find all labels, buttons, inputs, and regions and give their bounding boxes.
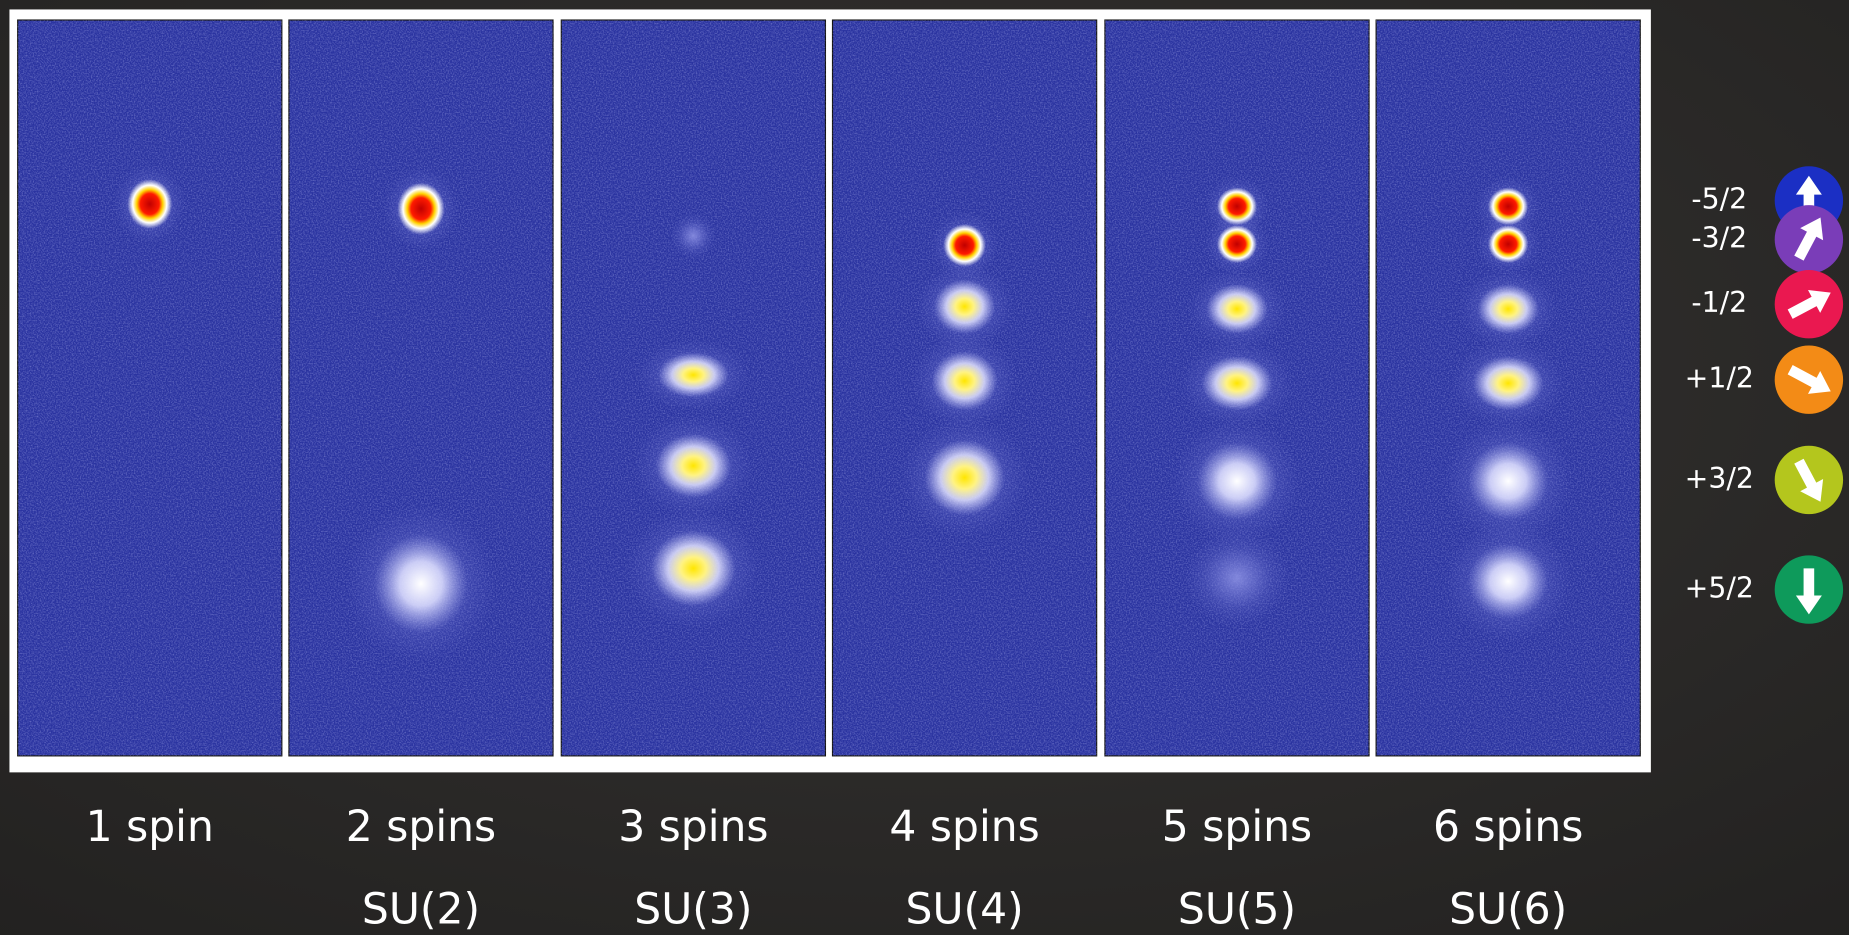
atom-cloud [1468, 442, 1548, 520]
spin-label: -1/2 [1691, 286, 1747, 319]
image-panel [833, 20, 1097, 756]
spin-icon [1775, 555, 1843, 623]
atom-cloud [374, 534, 468, 633]
spin-label: +3/2 [1685, 462, 1754, 495]
spin-label: -5/2 [1691, 182, 1747, 215]
atom-cloud [1473, 356, 1544, 410]
symmetry-group: SU(3) [634, 885, 752, 934]
spin-icon [1775, 205, 1843, 273]
image-panel [561, 20, 825, 756]
atom-cloud [397, 183, 444, 235]
spin-label: +1/2 [1685, 362, 1754, 395]
atom-cloud [1204, 547, 1270, 608]
atom-cloud [932, 351, 998, 410]
atom-cloud [679, 222, 707, 250]
atom-cloud [658, 353, 729, 398]
atom-cloud [1478, 284, 1539, 334]
atom-cloud [656, 434, 731, 498]
atom-cloud [1206, 284, 1267, 334]
atom-cloud [943, 224, 985, 266]
atom-cloud [127, 179, 172, 229]
panel-label: 2 spins [346, 803, 496, 852]
symmetry-group: SU(6) [1449, 885, 1567, 934]
spin-icon [1775, 270, 1843, 338]
slide: 1 spin 2 spins SU(2) 3 spins SU(3) 4 spins SU(… [0, 0, 1849, 935]
image-panel [1376, 20, 1640, 756]
symmetry-group: SU(5) [1178, 885, 1296, 934]
atom-cloud [924, 440, 1004, 515]
panel-label: 5 spins [1162, 803, 1312, 852]
atom-cloud [651, 531, 736, 606]
panel-label: 1 spin [86, 803, 214, 852]
atom-cloud [934, 279, 995, 333]
panel-label: 3 spins [618, 803, 768, 852]
panel-label: 4 spins [889, 803, 1039, 852]
spin-icon [1775, 346, 1843, 414]
atom-cloud [1488, 225, 1528, 263]
spin-label: -3/2 [1691, 221, 1747, 254]
spin-label: +5/2 [1685, 572, 1754, 605]
image-panel [18, 20, 282, 756]
panel-label: 6 spins [1433, 803, 1583, 852]
image-panel [1105, 20, 1369, 756]
spin-icon [1775, 446, 1843, 514]
panel-noise [18, 20, 282, 756]
atom-cloud [1468, 544, 1548, 619]
symmetry-group: SU(2) [362, 885, 480, 934]
atom-cloud [1202, 356, 1273, 410]
symmetry-group: SU(4) [906, 885, 1024, 934]
atom-cloud [1197, 442, 1277, 520]
atom-cloud [1217, 225, 1257, 263]
arrow-shaft [1804, 568, 1815, 596]
image-panel [289, 20, 553, 756]
